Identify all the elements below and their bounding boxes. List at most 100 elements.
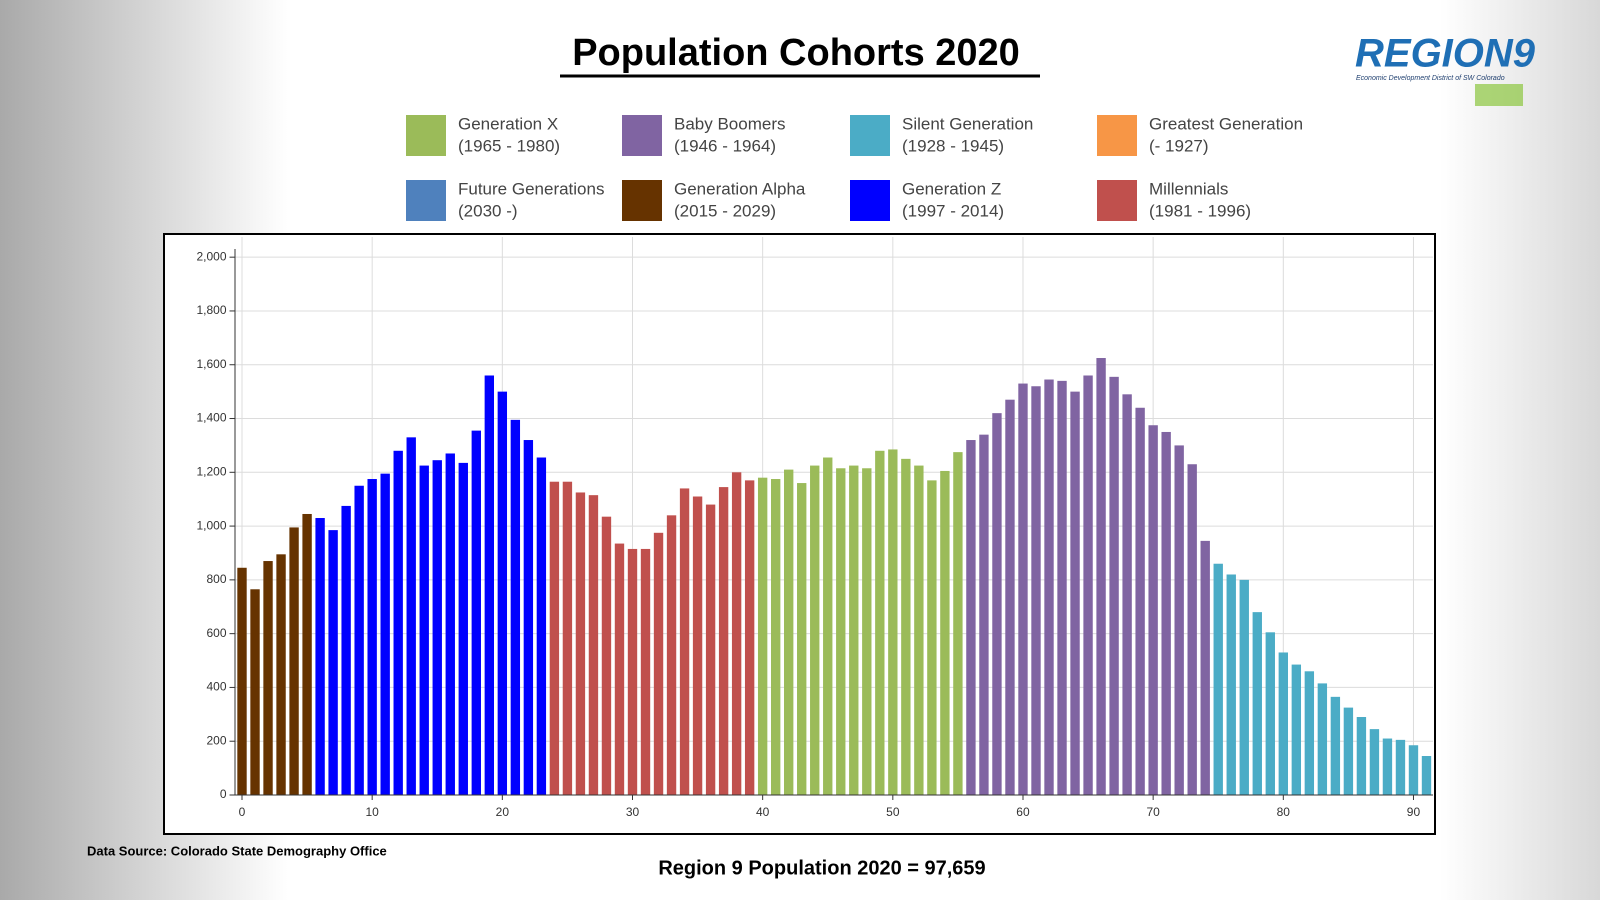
bar [367,479,377,795]
logo-subtitle: Economic Development District of SW Colo… [1356,75,1505,82]
footnote: Region 9 Population 2020 = 97,659 [658,857,985,879]
legend-swatch [622,180,662,221]
bar [849,465,859,795]
legend-years: (1965 - 1980) [458,136,560,155]
bar [679,488,690,795]
bar [1265,632,1275,795]
bar [1330,696,1341,795]
legend-years: (1997 - 2014) [902,201,1004,220]
bar [406,437,416,795]
bar [549,481,560,795]
bar [1382,738,1393,795]
bar [770,479,781,795]
bar [1213,563,1223,795]
x-tick-label: 80 [1277,805,1291,819]
bar [784,469,794,795]
legend-swatch [406,115,446,156]
legend-label: Generation X [458,114,558,133]
bar [237,567,247,795]
legend-label: Greatest Generation [1149,114,1303,133]
bar [497,391,508,795]
legend-years: (2015 - 2029) [674,201,776,220]
y-tick-label: 600 [206,626,226,640]
bar [810,465,820,795]
bar [1096,358,1106,795]
x-tick-label: 90 [1407,805,1421,819]
bar [1031,386,1041,795]
bar [1408,745,1419,795]
bar [601,516,612,795]
bar [1252,612,1262,795]
bar [797,483,807,795]
y-tick-label: 0 [220,787,227,801]
x-tick-label: 70 [1146,805,1160,819]
legend-swatch [622,115,662,156]
bar [575,492,586,795]
x-tick-label: 0 [239,805,246,819]
bar [1005,399,1015,795]
bar [992,413,1002,795]
x-tick-label: 60 [1016,805,1030,819]
x-tick-label: 20 [496,805,510,819]
bar [653,532,664,795]
bar [823,457,833,795]
y-tick-label: 200 [206,733,226,747]
bar [1018,383,1028,795]
legend-label: Silent Generation [902,114,1033,133]
bar [1148,425,1158,795]
bar [927,480,937,795]
legend-swatch [850,115,890,156]
y-tick-label: 1,400 [196,411,226,425]
x-tick-label: 40 [756,805,770,819]
x-tick-label: 50 [886,805,900,819]
bar [940,470,950,795]
bar [1356,717,1367,795]
y-tick-label: 1,600 [196,357,226,371]
y-tick-label: 2,000 [196,249,226,263]
bar [1109,376,1119,795]
bar [1291,664,1302,795]
bar [744,480,755,795]
bar [627,548,638,795]
legend-years: (- 1927) [1149,136,1209,155]
legend-swatch [1097,115,1137,156]
bar [1239,579,1249,795]
y-tick-label: 1,200 [196,464,226,478]
bar [263,561,273,795]
y-tick-label: 1,000 [196,518,226,532]
logo: REGION9 [1355,32,1536,76]
bar [562,481,573,795]
legend-label: Generation Alpha [674,179,806,198]
bar [1395,739,1406,795]
bar [1174,445,1184,795]
bar [718,487,729,795]
legend-years: (1981 - 1996) [1149,201,1251,220]
bar [1070,391,1080,795]
bar [1278,652,1288,795]
bar [1200,540,1210,795]
bar [1057,380,1067,795]
bar [1187,464,1197,795]
bar [588,495,599,795]
bar [432,460,442,795]
legend-label: Millennials [1149,179,1228,198]
source: Data Source: Colorado State Demography O… [87,843,387,858]
bar [692,496,703,795]
bar [1161,431,1171,795]
bar [666,515,677,795]
bar [640,548,651,795]
bar [1317,683,1328,795]
x-tick-label: 30 [626,805,640,819]
legend-years: (1928 - 1945) [902,136,1004,155]
bar [1421,756,1432,795]
bar [536,457,547,795]
bar [328,530,338,795]
bar [1369,729,1380,795]
bar [888,449,898,795]
bar [419,465,429,795]
bar [1083,375,1093,795]
bar [1304,671,1315,795]
x-tick-label: 10 [365,805,379,819]
y-tick-label: 400 [206,680,226,694]
